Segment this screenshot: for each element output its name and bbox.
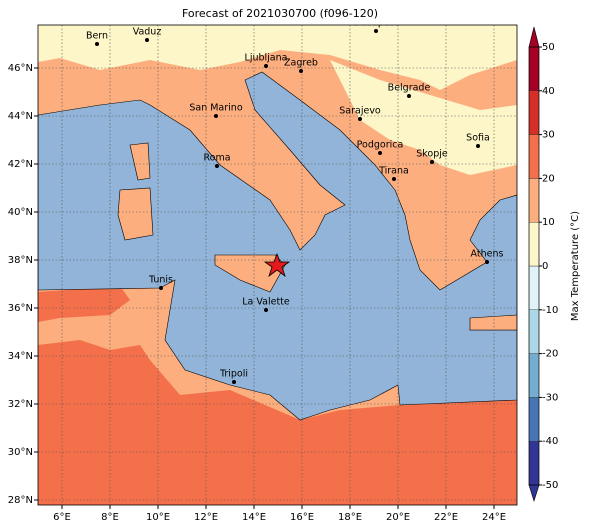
city-dot [145, 38, 149, 42]
y-tick-label: 30°N [8, 447, 33, 458]
city-label: Ljubljana [245, 53, 288, 64]
corsica [129, 142, 151, 181]
city-label: Budapest [354, 18, 399, 29]
city-dot [485, 260, 489, 264]
y-tick-label: 46°N [8, 63, 33, 74]
city-dot [215, 164, 219, 168]
x-tick-label: 16°E [290, 512, 314, 523]
colorbar-segment [528, 309, 540, 354]
y-tick-label: 28°N [8, 495, 33, 506]
x-tick-label: 14°E [242, 512, 266, 523]
city-dot [358, 117, 362, 121]
star-marker [263, 252, 291, 278]
y-tick-label: 34°N [8, 351, 33, 362]
city-dot [430, 160, 434, 164]
colorbar-segment [528, 353, 540, 398]
colorbar-tick-label: -40 [542, 436, 558, 447]
city-label: Sofia [466, 133, 490, 144]
map-frame [37, 24, 518, 506]
colorbar-label: Max Temperature (°C) [570, 211, 581, 321]
colorbar-segment [528, 46, 540, 91]
graticule [38, 25, 517, 505]
city-dot [299, 69, 303, 73]
city-label: Vaduz [133, 27, 162, 38]
city-dot [407, 94, 411, 98]
colorbar-tick-label: -30 [542, 392, 558, 403]
x-tick-label: 8°E [101, 512, 119, 523]
y-tick-label: 42°N [8, 159, 33, 170]
colorbar-tick-label: 30 [542, 130, 555, 141]
axes: 6°E 8°E 10°E 12°E 14°E 16°E 18°E 20°E 22°E 24°E 28… [8, 63, 506, 523]
city-dot [232, 380, 236, 384]
colorbar-tick-label: 50 [542, 42, 555, 53]
x-tick-label: 6°E [53, 512, 71, 523]
colorbar-tick-label: 10 [542, 217, 555, 228]
colorbar-extend [528, 484, 540, 503]
x-tick-label: 24°E [482, 512, 506, 523]
colorbar-segment [528, 397, 540, 442]
city-dot [95, 42, 99, 46]
city-label: Podgorica [357, 140, 404, 151]
city-dot [264, 308, 268, 312]
colorbar-extend [528, 26, 540, 48]
y-tick-label: 32°N [8, 399, 33, 410]
colorbar-tick-label: -10 [542, 305, 558, 316]
city-label: La Valette [242, 297, 290, 308]
colorbar-tick-label: 20 [542, 173, 555, 184]
crete [469, 314, 517, 331]
colorbar: -50 -40 -30 -20 -10 0 10 20 30 40 50 [528, 26, 558, 503]
colorbar-tick-label: -50 [542, 480, 558, 491]
city-label: Tirana [378, 166, 409, 177]
colorbar-tick-label: 0 [542, 261, 548, 272]
city-label: Belgrade [388, 83, 431, 94]
y-tick-label: 40°N [8, 207, 33, 218]
colorbar-segment [528, 134, 540, 179]
y-tick-label: 36°N [8, 303, 33, 314]
colorbar-segment [528, 441, 540, 486]
x-tick-label: 20°E [386, 512, 410, 523]
cool-region [330, 60, 517, 175]
city-label: Zagreb [284, 58, 318, 69]
city-label: San Marino [189, 103, 242, 114]
colorbar-segment [528, 90, 540, 135]
city-dot [159, 286, 163, 290]
city-dot [476, 144, 480, 148]
city-label: Tunis [148, 275, 173, 286]
colorbar-segment [528, 221, 540, 267]
city-dot [264, 64, 268, 68]
city-label: Roma [203, 153, 230, 164]
cool-region [38, 25, 517, 90]
colorbar-tick-label: 40 [542, 86, 555, 97]
city-label: Bern [86, 31, 108, 42]
colorbar-tick-label: -20 [542, 349, 558, 360]
colorbar-segment [528, 178, 540, 223]
y-tick-label: 38°N [8, 255, 33, 266]
city-label: Athens [471, 249, 504, 260]
city-label: Tripoli [219, 369, 248, 380]
city-dot [374, 29, 378, 33]
colorbar-segment [528, 265, 540, 310]
city-label: Skopje [416, 149, 448, 160]
x-tick-label: 10°E [146, 512, 170, 523]
map-title: Forecast of 2021030700 (f096-120) [182, 7, 378, 20]
city-dot [392, 177, 396, 181]
city-dot [378, 151, 382, 155]
x-tick-label: 22°E [434, 512, 458, 523]
x-tick-label: 12°E [194, 512, 218, 523]
sardinia [117, 187, 154, 241]
city-dot [214, 114, 218, 118]
y-tick-label: 44°N [8, 111, 33, 122]
warm-region [38, 286, 130, 322]
city-label: Sarajevo [339, 106, 381, 117]
x-tick-label: 18°E [338, 512, 362, 523]
